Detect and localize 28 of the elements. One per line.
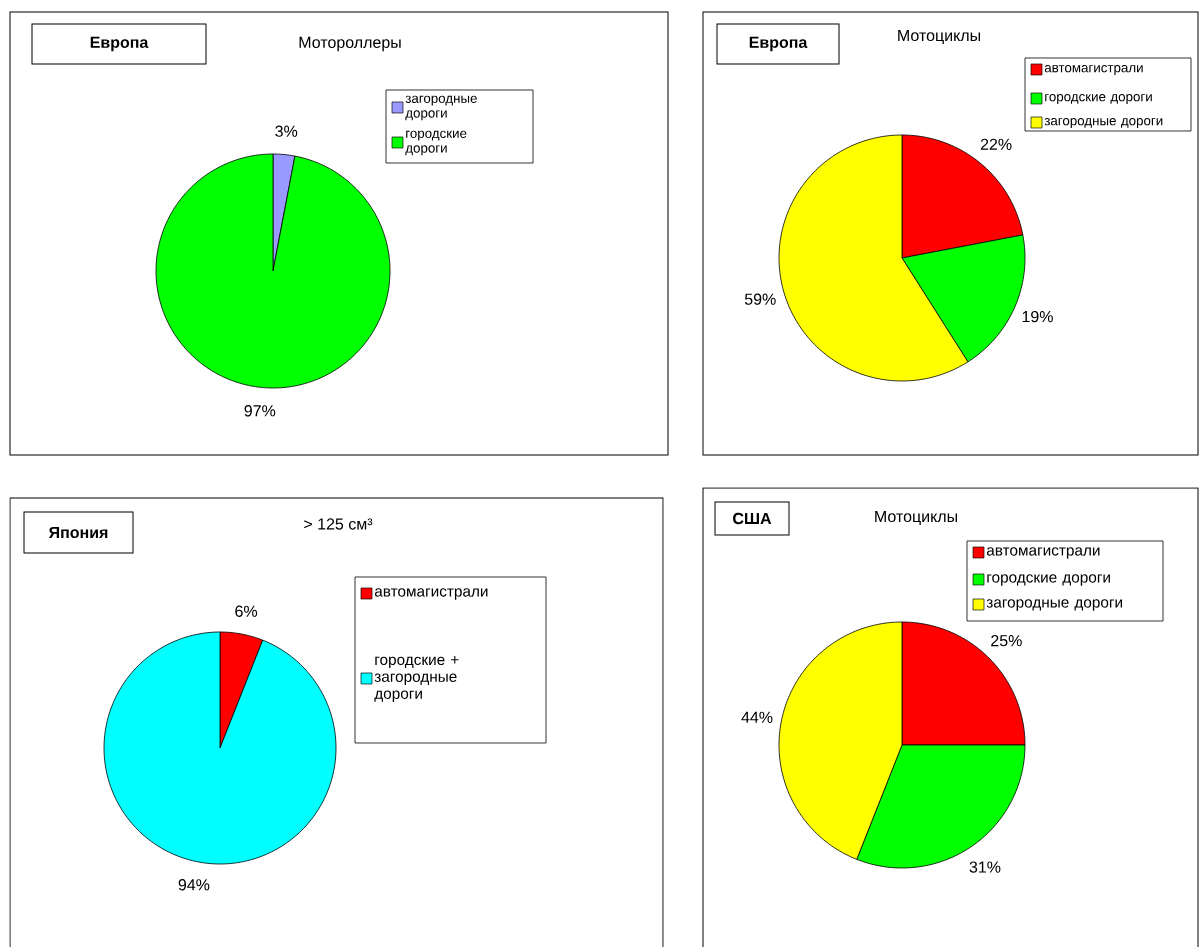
legend-label: автомагистрали bbox=[374, 588, 488, 600]
data-label: 44% bbox=[741, 711, 773, 723]
legend-label: городские дороги bbox=[405, 130, 467, 156]
chart-title: Япония bbox=[48, 526, 108, 539]
legend-label: загородные дороги bbox=[986, 599, 1122, 611]
legend-label: городские дороги bbox=[1045, 94, 1152, 104]
legend-label: загородные дороги bbox=[405, 95, 477, 121]
chart-title: США bbox=[733, 512, 772, 525]
legend-label: загородные дороги bbox=[1044, 118, 1163, 128]
data-label: 97% bbox=[244, 405, 276, 417]
data-label: 19% bbox=[1022, 310, 1053, 323]
data-label: 31% bbox=[969, 861, 1001, 873]
data-label: 6% bbox=[235, 605, 258, 617]
legend-label: автомагистрали bbox=[986, 547, 1100, 559]
legend-label: автомагистрали bbox=[1044, 65, 1143, 75]
chart-subtitle: Мотоциклы bbox=[875, 510, 958, 526]
chart-title: Европа bbox=[90, 36, 149, 52]
legend-label: городские + загородные дороги bbox=[374, 656, 459, 702]
chart-title: Европа bbox=[749, 36, 808, 52]
chart-subtitle: > 125 см³ bbox=[304, 518, 373, 530]
data-label: 3% bbox=[275, 125, 298, 137]
data-label: 22% bbox=[980, 138, 1012, 150]
chart-subtitle: Мотороллеры bbox=[299, 36, 401, 52]
data-label: 94% bbox=[178, 879, 210, 891]
chart-subtitle: Мотоциклы bbox=[898, 29, 981, 45]
data-label: 25% bbox=[991, 634, 1022, 647]
legend-label: городские дороги bbox=[987, 574, 1110, 586]
data-label: 59% bbox=[744, 293, 776, 305]
